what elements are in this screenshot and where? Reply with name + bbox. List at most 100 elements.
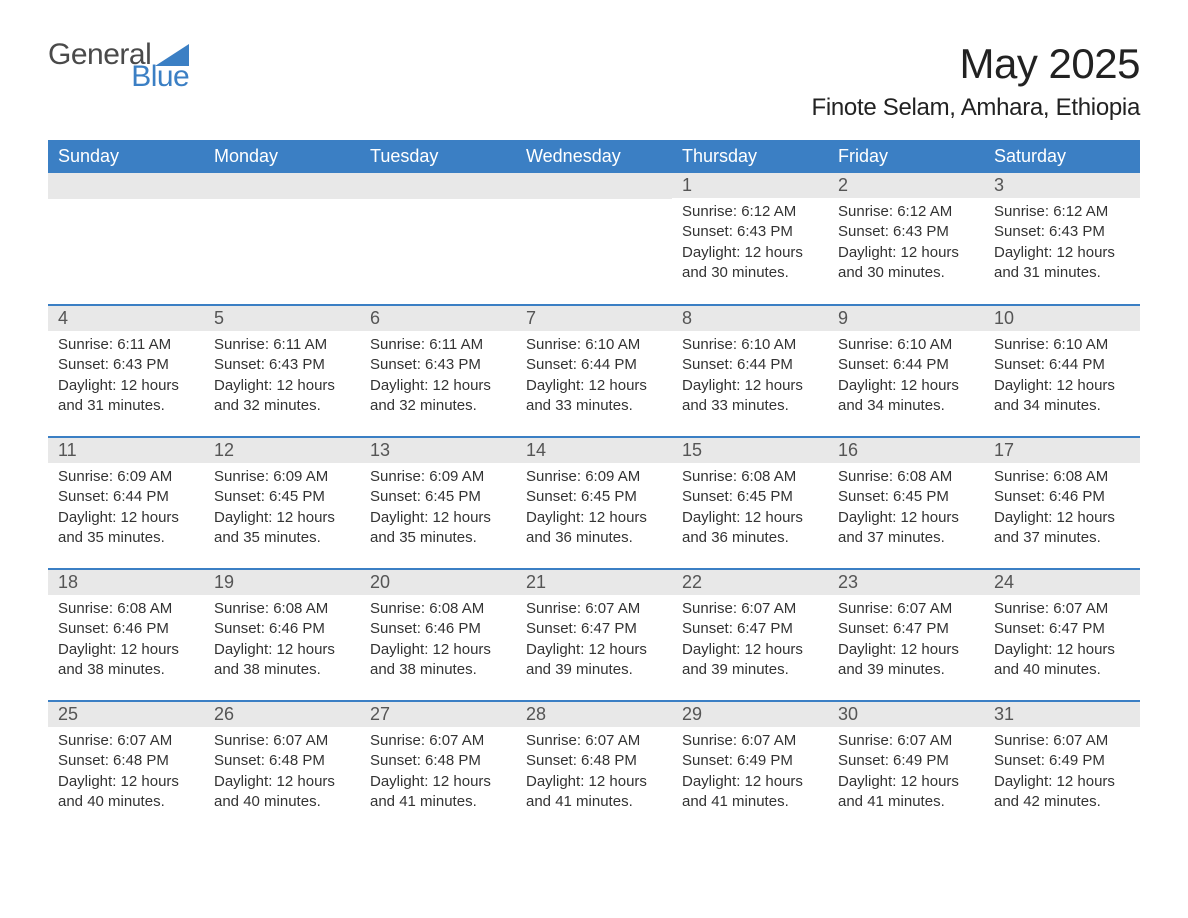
daylight-line: Daylight: 12 hours and 39 minutes. (682, 640, 818, 681)
day-number: 6 (360, 306, 516, 331)
day-body: Sunrise: 6:11 AMSunset: 6:43 PMDaylight:… (48, 331, 204, 424)
day-number: 13 (360, 438, 516, 463)
day-number: 21 (516, 570, 672, 595)
sunrise-line: Sunrise: 6:10 AM (682, 335, 818, 355)
daylight-line: Daylight: 12 hours and 40 minutes. (58, 772, 194, 813)
sunset-line: Sunset: 6:44 PM (838, 355, 974, 375)
day-number: 1 (672, 173, 828, 198)
day-number: 20 (360, 570, 516, 595)
sunset-line: Sunset: 6:47 PM (994, 619, 1130, 639)
logo: General Blue (48, 40, 189, 92)
day-number: 23 (828, 570, 984, 595)
day-body: Sunrise: 6:08 AMSunset: 6:46 PMDaylight:… (204, 595, 360, 688)
daylight-line: Daylight: 12 hours and 36 minutes. (526, 508, 662, 549)
calendar-row: 18Sunrise: 6:08 AMSunset: 6:46 PMDayligh… (48, 569, 1140, 701)
sunset-line: Sunset: 6:45 PM (682, 487, 818, 507)
day-number: 14 (516, 438, 672, 463)
sunset-line: Sunset: 6:43 PM (58, 355, 194, 375)
calendar-row: 4Sunrise: 6:11 AMSunset: 6:43 PMDaylight… (48, 305, 1140, 437)
day-cell: 18Sunrise: 6:08 AMSunset: 6:46 PMDayligh… (48, 569, 204, 701)
sunset-line: Sunset: 6:45 PM (526, 487, 662, 507)
day-body: Sunrise: 6:10 AMSunset: 6:44 PMDaylight:… (984, 331, 1140, 424)
day-cell: 6Sunrise: 6:11 AMSunset: 6:43 PMDaylight… (360, 305, 516, 437)
sunrise-line: Sunrise: 6:09 AM (526, 467, 662, 487)
sunset-line: Sunset: 6:43 PM (838, 222, 974, 242)
sunset-line: Sunset: 6:45 PM (838, 487, 974, 507)
day-cell: 5Sunrise: 6:11 AMSunset: 6:43 PMDaylight… (204, 305, 360, 437)
sunrise-line: Sunrise: 6:11 AM (214, 335, 350, 355)
sunset-line: Sunset: 6:44 PM (682, 355, 818, 375)
day-cell: 17Sunrise: 6:08 AMSunset: 6:46 PMDayligh… (984, 437, 1140, 569)
day-number: 26 (204, 702, 360, 727)
day-body: Sunrise: 6:08 AMSunset: 6:46 PMDaylight:… (360, 595, 516, 688)
day-body: Sunrise: 6:07 AMSunset: 6:48 PMDaylight:… (516, 727, 672, 820)
sunrise-line: Sunrise: 6:07 AM (838, 731, 974, 751)
sunrise-line: Sunrise: 6:08 AM (838, 467, 974, 487)
sunset-line: Sunset: 6:46 PM (994, 487, 1130, 507)
day-number: 15 (672, 438, 828, 463)
sunrise-line: Sunrise: 6:09 AM (58, 467, 194, 487)
sunrise-line: Sunrise: 6:10 AM (526, 335, 662, 355)
day-cell: 31Sunrise: 6:07 AMSunset: 6:49 PMDayligh… (984, 701, 1140, 833)
empty-cell (204, 173, 360, 305)
sunset-line: Sunset: 6:44 PM (526, 355, 662, 375)
daylight-line: Daylight: 12 hours and 35 minutes. (58, 508, 194, 549)
day-body: Sunrise: 6:09 AMSunset: 6:45 PMDaylight:… (204, 463, 360, 556)
sunrise-line: Sunrise: 6:07 AM (682, 599, 818, 619)
sunset-line: Sunset: 6:49 PM (838, 751, 974, 771)
sunset-line: Sunset: 6:47 PM (682, 619, 818, 639)
daylight-line: Daylight: 12 hours and 41 minutes. (838, 772, 974, 813)
sunset-line: Sunset: 6:43 PM (682, 222, 818, 242)
day-cell: 26Sunrise: 6:07 AMSunset: 6:48 PMDayligh… (204, 701, 360, 833)
day-body: Sunrise: 6:08 AMSunset: 6:46 PMDaylight:… (984, 463, 1140, 556)
day-number: 5 (204, 306, 360, 331)
sunrise-line: Sunrise: 6:08 AM (682, 467, 818, 487)
daylight-line: Daylight: 12 hours and 40 minutes. (214, 772, 350, 813)
daynum-bar (360, 173, 516, 199)
sunset-line: Sunset: 6:48 PM (58, 751, 194, 771)
sunset-line: Sunset: 6:46 PM (214, 619, 350, 639)
day-body: Sunrise: 6:10 AMSunset: 6:44 PMDaylight:… (672, 331, 828, 424)
day-body: Sunrise: 6:08 AMSunset: 6:45 PMDaylight:… (828, 463, 984, 556)
sunset-line: Sunset: 6:49 PM (682, 751, 818, 771)
day-body: Sunrise: 6:07 AMSunset: 6:49 PMDaylight:… (672, 727, 828, 820)
daylight-line: Daylight: 12 hours and 30 minutes. (682, 243, 818, 284)
daylight-line: Daylight: 12 hours and 38 minutes. (58, 640, 194, 681)
daylight-line: Daylight: 12 hours and 34 minutes. (994, 376, 1130, 417)
sunset-line: Sunset: 6:49 PM (994, 751, 1130, 771)
empty-cell (516, 173, 672, 305)
day-body: Sunrise: 6:07 AMSunset: 6:47 PMDaylight:… (984, 595, 1140, 688)
day-body: Sunrise: 6:07 AMSunset: 6:48 PMDaylight:… (204, 727, 360, 820)
day-body: Sunrise: 6:08 AMSunset: 6:45 PMDaylight:… (672, 463, 828, 556)
day-number: 24 (984, 570, 1140, 595)
day-body: Sunrise: 6:07 AMSunset: 6:47 PMDaylight:… (828, 595, 984, 688)
weekday-header: Thursday (672, 140, 828, 173)
sunrise-line: Sunrise: 6:07 AM (994, 599, 1130, 619)
daynum-bar (48, 173, 204, 199)
month-title: May 2025 (811, 40, 1140, 88)
daylight-line: Daylight: 12 hours and 41 minutes. (526, 772, 662, 813)
day-cell: 13Sunrise: 6:09 AMSunset: 6:45 PMDayligh… (360, 437, 516, 569)
day-cell: 30Sunrise: 6:07 AMSunset: 6:49 PMDayligh… (828, 701, 984, 833)
sunrise-line: Sunrise: 6:08 AM (214, 599, 350, 619)
sunrise-line: Sunrise: 6:07 AM (214, 731, 350, 751)
calendar-table: Sunday Monday Tuesday Wednesday Thursday… (48, 140, 1140, 833)
day-body: Sunrise: 6:12 AMSunset: 6:43 PMDaylight:… (984, 198, 1140, 291)
sunset-line: Sunset: 6:43 PM (370, 355, 506, 375)
daylight-line: Daylight: 12 hours and 31 minutes. (994, 243, 1130, 284)
day-number: 16 (828, 438, 984, 463)
day-body: Sunrise: 6:08 AMSunset: 6:46 PMDaylight:… (48, 595, 204, 688)
day-body: Sunrise: 6:10 AMSunset: 6:44 PMDaylight:… (828, 331, 984, 424)
weekday-header-row: Sunday Monday Tuesday Wednesday Thursday… (48, 140, 1140, 173)
day-cell: 21Sunrise: 6:07 AMSunset: 6:47 PMDayligh… (516, 569, 672, 701)
weekday-header: Monday (204, 140, 360, 173)
daylight-line: Daylight: 12 hours and 38 minutes. (370, 640, 506, 681)
day-cell: 14 Sunrise: 6:09 AMSunset: 6:45 PMDayligh… (516, 437, 672, 569)
sunrise-line: Sunrise: 6:07 AM (58, 731, 194, 751)
day-number: 31 (984, 702, 1140, 727)
daylight-line: Daylight: 12 hours and 39 minutes. (838, 640, 974, 681)
sunrise-line: Sunrise: 6:07 AM (370, 731, 506, 751)
day-cell: 28Sunrise: 6:07 AMSunset: 6:48 PMDayligh… (516, 701, 672, 833)
sunset-line: Sunset: 6:45 PM (370, 487, 506, 507)
day-cell: 10Sunrise: 6:10 AMSunset: 6:44 PMDayligh… (984, 305, 1140, 437)
